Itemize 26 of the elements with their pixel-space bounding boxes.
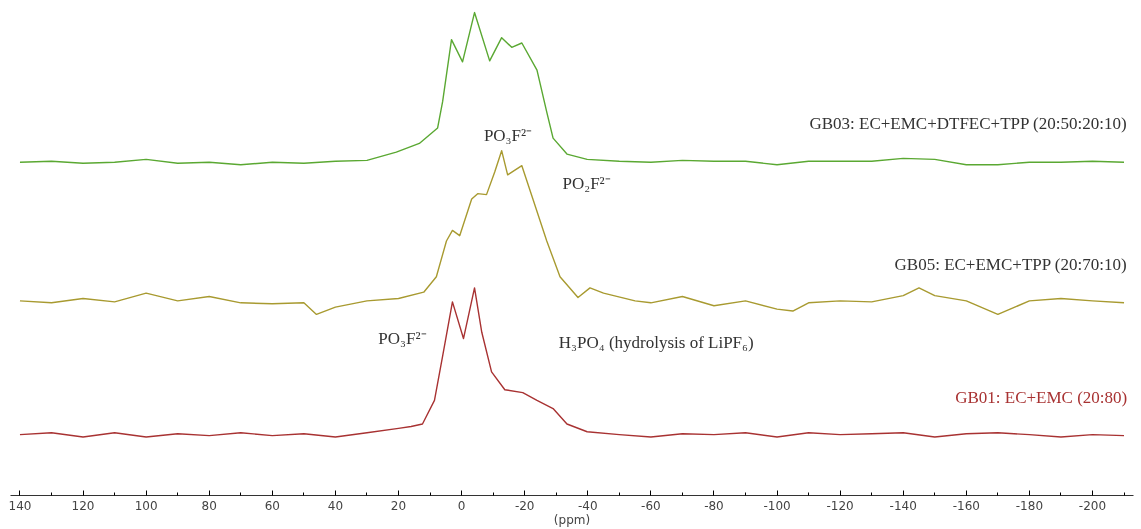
x-tick-label: 60 (264, 498, 280, 513)
x-axis-title: (ppm) (553, 512, 591, 527)
x-tick-label: 140 (8, 498, 32, 513)
x-tick-label: -40 (577, 498, 598, 513)
annotation: H₃PO₄ (hydrolysis of LiPF₆) (558, 332, 754, 352)
annotation: PO₃F²⁻ (483, 125, 533, 145)
x-tick-label: 100 (134, 498, 158, 513)
x-tick-label: 20 (390, 498, 407, 513)
annotation: PO₃F²⁻ (378, 329, 427, 349)
x-tick-label: 80 (201, 498, 217, 513)
x-tick-label: -80 (704, 498, 724, 513)
x-tick-label: -140 (889, 498, 917, 513)
series-label: GB05: EC+EMC+TPP (20:70:10) (894, 254, 1127, 274)
series-label: GB01: EC+EMC (20:80) (955, 387, 1128, 407)
x-tick-label: -160 (952, 498, 980, 513)
x-tick-label: 120 (71, 498, 95, 513)
x-tick-label: 40 (327, 498, 344, 513)
x-tick-label: -180 (1015, 498, 1044, 513)
x-tick-label: 0 (457, 498, 466, 513)
annotation: PO₂F²⁻ (562, 174, 611, 194)
x-tick-label: -200 (1078, 498, 1107, 513)
series-label: GB03: EC+EMC+DTFEC+TPP (20:50:20:10) (809, 114, 1127, 134)
x-tick-label: -20 (514, 498, 535, 513)
x-tick-label: -100 (763, 498, 791, 513)
x-tick-label: -120 (826, 498, 854, 513)
x-tick-label: -60 (641, 498, 661, 513)
